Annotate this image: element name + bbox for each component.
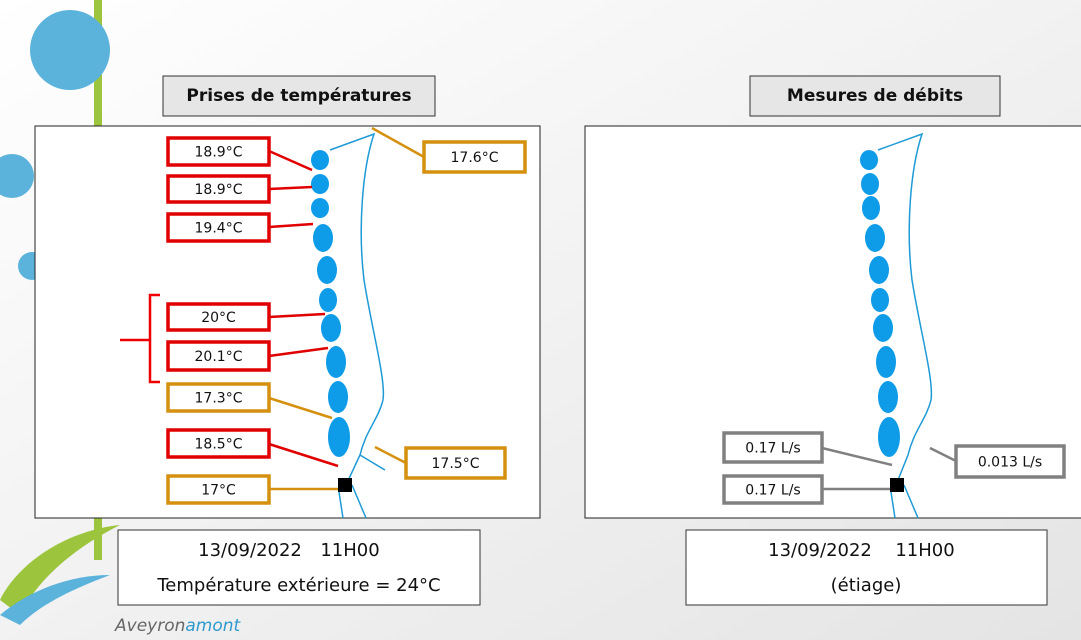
title-box [749, 75, 1001, 117]
logo-part: Aveyron [114, 616, 185, 636]
logo: Aveyronamont [114, 616, 242, 636]
label: 20.1°C [195, 349, 243, 365]
leader-line [268, 442, 339, 468]
logo-part: amont [185, 616, 241, 636]
label: 19.4°C [195, 221, 243, 237]
label-box [166, 174, 271, 204]
label-box [722, 474, 824, 505]
leader-line [268, 185, 313, 191]
leader-line [929, 446, 957, 463]
label: 18.9°C [195, 182, 243, 198]
label-box [166, 302, 271, 332]
leader-line [268, 346, 329, 358]
label: 0.17 L/s [745, 441, 800, 457]
panel-title: Prises de températures [186, 86, 411, 106]
footer-time: 11H00 [895, 540, 954, 561]
footer-note: Température extérieure = 24°C [156, 575, 440, 596]
label-box [422, 140, 527, 174]
footer-time: 11H00 [320, 540, 379, 561]
footer-date: 13/09/2022 [768, 540, 872, 561]
label: 0.013 L/s [978, 455, 1042, 471]
leader-line [268, 222, 314, 229]
label: 0.17 L/s [745, 483, 800, 499]
leader-line [374, 445, 407, 465]
label: 17.6°C [451, 150, 499, 166]
leader-line [268, 312, 326, 319]
label-box [166, 382, 271, 413]
footer-date: 13/09/2022 [198, 540, 302, 561]
label: 17.5°C [432, 456, 480, 472]
label: 20°C [201, 310, 236, 326]
label-box [722, 431, 824, 464]
stream [120, 132, 386, 519]
label-box [954, 444, 1066, 479]
label-box [166, 136, 271, 167]
label-group: 0.17 L/s 0.013 L/s 0.17 L/s [722, 431, 1066, 505]
label: 17°C [201, 483, 236, 499]
title-box [162, 75, 436, 117]
label-box [404, 446, 507, 480]
footer-box [117, 529, 481, 606]
label: 18.5°C [195, 437, 243, 453]
panel-title: Mesures de débits [787, 86, 963, 106]
stream [860, 132, 933, 519]
leader-line [371, 126, 425, 159]
label-box [166, 340, 271, 372]
leader-line [268, 396, 333, 420]
leader-line [268, 149, 313, 172]
label: 18.9°C [195, 145, 243, 161]
footer-box [685, 529, 1048, 606]
label: 17.3°C [195, 391, 243, 407]
leader-line [821, 446, 893, 467]
label-box [166, 428, 271, 459]
label-box [166, 474, 271, 505]
label-box [166, 212, 271, 243]
label-group: 18.9°C 18.9°C 19.4°C 20°C 20.1°C 17.3°C 18.5°C… [166, 126, 527, 505]
footer-note: (étiage) [831, 575, 902, 596]
